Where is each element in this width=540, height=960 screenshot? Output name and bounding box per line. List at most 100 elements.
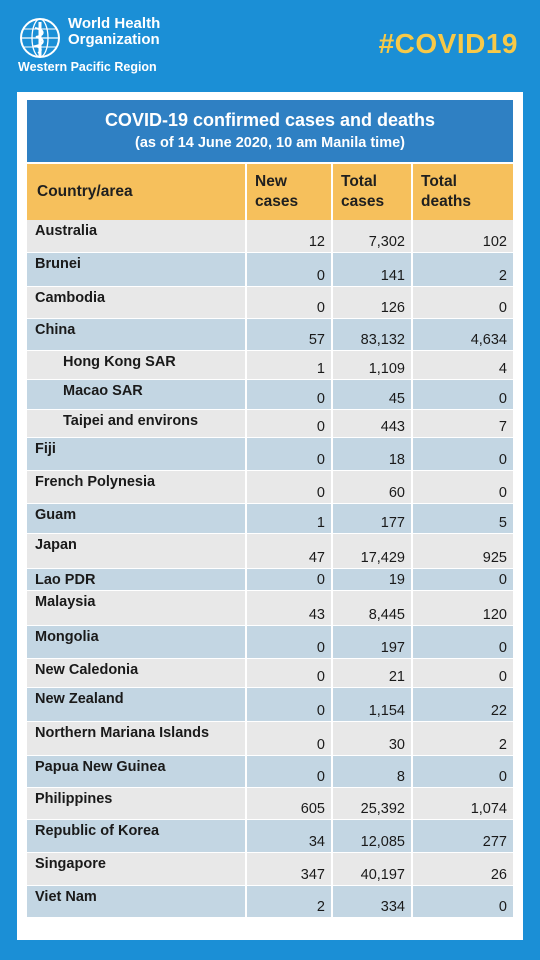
total-deaths-value: 0 — [413, 569, 513, 591]
header-total-deaths: Total deaths — [413, 164, 513, 220]
total-deaths-value: 925 — [413, 534, 513, 569]
total-deaths-value: 7 — [413, 410, 513, 438]
country-name: Brunei — [27, 253, 247, 287]
total-deaths-value: 26 — [413, 853, 513, 886]
total-cases-value: 25,392 — [333, 788, 413, 820]
total-cases-value: 141 — [333, 253, 413, 287]
table-row: Lao PDR 0 19 0 — [27, 569, 513, 591]
total-deaths-value: 22 — [413, 688, 513, 722]
table-row: China 57 83,132 4,634 — [27, 319, 513, 351]
total-cases-value: 1,154 — [333, 688, 413, 722]
table-row: New Caledonia 0 21 0 — [27, 659, 513, 688]
country-name: Republic of Korea — [27, 820, 247, 853]
new-cases-value: 34 — [247, 820, 333, 853]
table-row: Japan 47 17,429 925 — [27, 534, 513, 569]
country-name: Singapore — [27, 853, 247, 886]
table-row: Republic of Korea 34 12,085 277 — [27, 820, 513, 853]
new-cases-value: 0 — [247, 253, 333, 287]
new-cases-value: 0 — [247, 569, 333, 591]
total-cases-value: 177 — [333, 504, 413, 534]
table-row: Australia 12 7,302 102 — [27, 220, 513, 253]
total-deaths-value: 0 — [413, 886, 513, 918]
table-row: Singapore 347 40,197 26 — [27, 853, 513, 886]
total-cases-value: 126 — [333, 287, 413, 319]
new-cases-value: 0 — [247, 688, 333, 722]
total-cases-value: 12,085 — [333, 820, 413, 853]
country-name: China — [27, 319, 247, 351]
new-cases-value: 0 — [247, 722, 333, 756]
header-total-cases: Total cases — [333, 164, 413, 220]
new-cases-value: 0 — [247, 471, 333, 504]
new-cases-value: 0 — [247, 626, 333, 659]
new-cases-value: 2 — [247, 886, 333, 918]
country-name: Macao SAR — [27, 380, 247, 410]
table-row: Macao SAR 0 45 0 — [27, 380, 513, 410]
total-deaths-value: 5 — [413, 504, 513, 534]
cases-table: Country/area New cases Total cases Total… — [27, 164, 513, 918]
table-row: Guam 1 177 5 — [27, 504, 513, 534]
new-cases-value: 43 — [247, 591, 333, 626]
new-cases-value: 12 — [247, 220, 333, 253]
total-deaths-value: 0 — [413, 659, 513, 688]
total-cases-value: 18 — [333, 438, 413, 471]
total-deaths-value: 0 — [413, 380, 513, 410]
total-deaths-value: 277 — [413, 820, 513, 853]
total-deaths-value: 4,634 — [413, 319, 513, 351]
new-cases-value: 57 — [247, 319, 333, 351]
table-row: New Zealand 0 1,154 22 — [27, 688, 513, 722]
new-cases-value: 0 — [247, 380, 333, 410]
new-cases-value: 47 — [247, 534, 333, 569]
table-row: Cambodia 0 126 0 — [27, 287, 513, 319]
total-cases-value: 60 — [333, 471, 413, 504]
total-deaths-value: 2 — [413, 722, 513, 756]
total-cases-value: 334 — [333, 886, 413, 918]
country-name: Northern Mariana Islands — [27, 722, 247, 756]
org-line-2: Organization — [68, 31, 160, 48]
header-country: Country/area — [27, 164, 247, 220]
country-name: Taipei and environs — [27, 410, 247, 438]
organization-name: World Health Organization — [68, 16, 160, 48]
country-name: Viet Nam — [27, 886, 247, 918]
new-cases-value: 0 — [247, 287, 333, 319]
country-name: Lao PDR — [27, 569, 247, 591]
new-cases-value: 0 — [247, 756, 333, 788]
country-name: French Polynesia — [27, 471, 247, 504]
total-cases-value: 17,429 — [333, 534, 413, 569]
total-deaths-value: 0 — [413, 471, 513, 504]
total-deaths-value: 0 — [413, 756, 513, 788]
table-row: Papua New Guinea 0 8 0 — [27, 756, 513, 788]
table-row: Brunei 0 141 2 — [27, 253, 513, 287]
country-name: Guam — [27, 504, 247, 534]
total-cases-value: 45 — [333, 380, 413, 410]
country-name: Philippines — [27, 788, 247, 820]
table-row: Fiji 0 18 0 — [27, 438, 513, 471]
title-bar: COVID-19 confirmed cases and deaths (as … — [27, 100, 513, 162]
total-deaths-value: 1,074 — [413, 788, 513, 820]
new-cases-value: 0 — [247, 438, 333, 471]
total-cases-value: 21 — [333, 659, 413, 688]
table-row: Northern Mariana Islands 0 30 2 — [27, 722, 513, 756]
who-emblem-icon — [20, 18, 60, 58]
table-body: Australia 12 7,302 102 Brunei 0 141 2 Cambodia 0 1… — [27, 220, 513, 918]
table-row: Mongolia 0 197 0 — [27, 626, 513, 659]
org-line-1: World Health — [68, 15, 161, 32]
total-deaths-value: 0 — [413, 287, 513, 319]
who-logo: World Health Organization Western Pacifi… — [18, 14, 168, 78]
table-row: Viet Nam 2 334 0 — [27, 886, 513, 918]
new-cases-value: 605 — [247, 788, 333, 820]
table-row: Taipei and environs 0 443 7 — [27, 410, 513, 438]
country-name: New Zealand — [27, 688, 247, 722]
table-row: French Polynesia 0 60 0 — [27, 471, 513, 504]
region-name: Western Pacific Region — [18, 60, 157, 74]
header-new-cases: New cases — [247, 164, 333, 220]
total-deaths-value: 2 — [413, 253, 513, 287]
total-deaths-value: 102 — [413, 220, 513, 253]
total-deaths-value: 120 — [413, 591, 513, 626]
new-cases-value: 0 — [247, 659, 333, 688]
total-cases-value: 8,445 — [333, 591, 413, 626]
new-cases-value: 1 — [247, 351, 333, 380]
total-deaths-value: 4 — [413, 351, 513, 380]
total-cases-value: 197 — [333, 626, 413, 659]
total-cases-value: 8 — [333, 756, 413, 788]
card-subtitle: (as of 14 June 2020, 10 am Manila time) — [135, 135, 405, 151]
